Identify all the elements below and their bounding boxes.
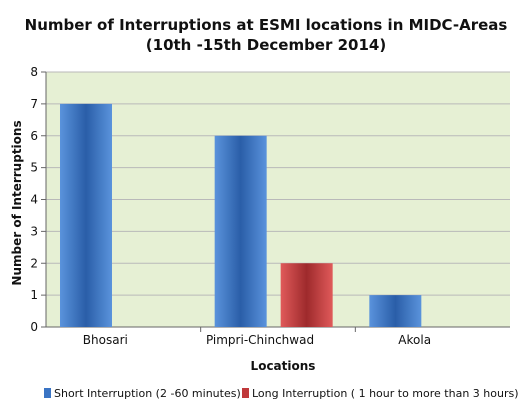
y-axis-title: Number of Interruptions (10, 120, 24, 285)
chart-title: Number of Interruptions at ESMI location… (25, 16, 508, 34)
legend-label: Long Interruption ( 1 hour to more than … (252, 387, 518, 400)
y-tick-label: 8 (30, 65, 38, 79)
x-tick-label: Bhosari (83, 333, 128, 347)
legend-label: Short Interruption (2 -60 minutes) (54, 387, 241, 400)
y-tick-label: 4 (30, 193, 38, 207)
x-tick-label: Pimpri-Chinchwad (206, 333, 314, 347)
y-tick-label: 0 (30, 320, 38, 334)
bar (280, 263, 333, 327)
y-tick-label: 3 (30, 224, 38, 238)
bar (214, 135, 267, 327)
y-tick-label: 2 (30, 256, 38, 270)
chart-subtitle: (10th -15th December 2014) (146, 36, 386, 54)
legend-swatch (44, 388, 51, 398)
y-tick-label: 6 (30, 129, 38, 143)
bar (60, 103, 112, 327)
y-tick-label: 5 (30, 161, 38, 175)
y-tick-label: 1 (30, 288, 38, 302)
y-tick-label: 7 (30, 97, 38, 111)
x-axis-title: Locations (251, 359, 316, 373)
legend-swatch (242, 388, 249, 398)
legend: Short Interruption (2 -60 minutes) Long I… (44, 387, 518, 400)
bar (369, 295, 422, 327)
x-tick-label: Akola (398, 333, 431, 347)
